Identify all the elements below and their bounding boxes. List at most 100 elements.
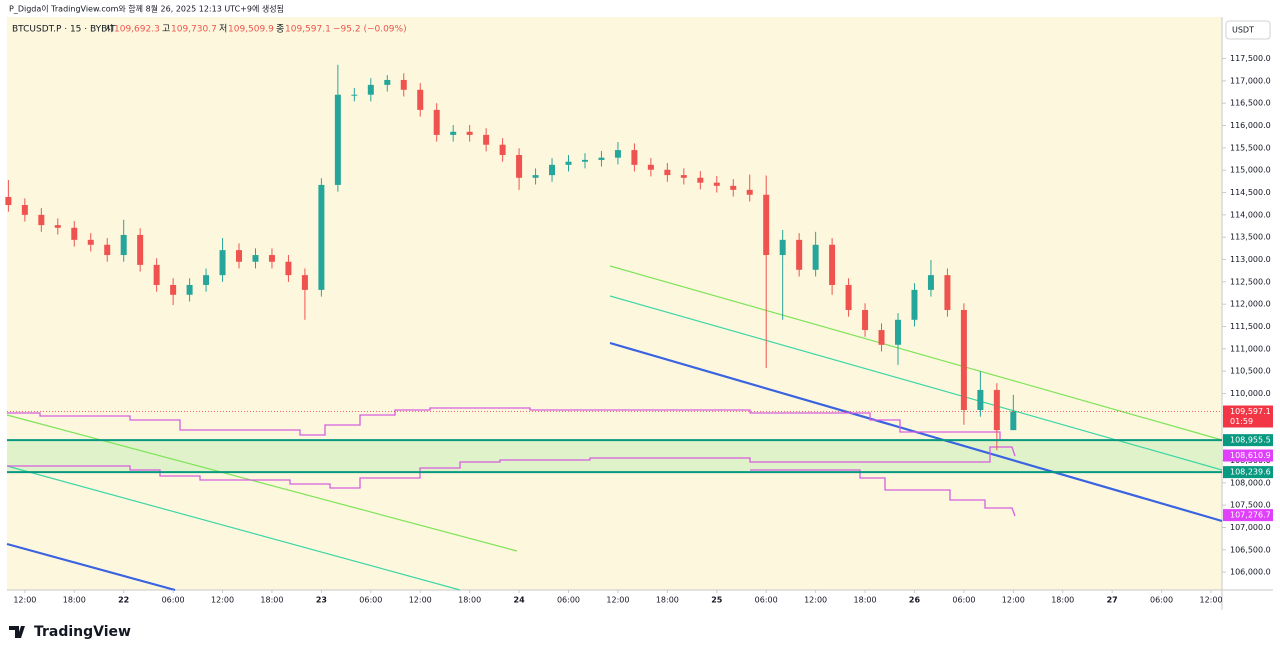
logo-text: TradingView xyxy=(34,624,131,640)
y-tick-label: 117,000.0 xyxy=(1230,76,1271,85)
x-tick-label: 06:00 xyxy=(557,596,580,605)
candle-body xyxy=(944,275,951,310)
candle-body xyxy=(483,134,490,145)
x-tick-label: 23 xyxy=(316,596,327,605)
currency: USDT xyxy=(1232,26,1254,35)
legend-label: 저 xyxy=(219,24,227,35)
candle-body xyxy=(779,239,786,256)
x-tick-label: 06:00 xyxy=(755,596,778,605)
plot-area xyxy=(7,17,1222,590)
candle-body xyxy=(565,161,572,165)
indicator-line xyxy=(750,469,1016,517)
candle-body xyxy=(829,244,836,285)
header-text: P_Digda이 TradingView.com와 함께 8월 26, 2025… xyxy=(9,4,284,14)
candle-body xyxy=(1010,411,1017,431)
candle-body xyxy=(581,159,588,162)
candle-body xyxy=(730,185,737,190)
candle-body xyxy=(746,189,753,195)
x-tick-label: 22 xyxy=(118,596,129,605)
candle-body xyxy=(318,184,325,290)
x-tick-label: 25 xyxy=(711,596,723,605)
y-tick-label: 107,000.0 xyxy=(1230,523,1271,532)
y-tick-label: 112,500.0 xyxy=(1230,277,1271,286)
price-tag-label: 108,239.6 xyxy=(1230,468,1271,477)
x-tick-label: 26 xyxy=(909,596,921,605)
candle-body xyxy=(38,214,45,226)
candle-body xyxy=(170,284,177,295)
x-tick-label: 12:00 xyxy=(606,596,629,605)
candle-body xyxy=(680,175,687,178)
y-tick-label: 114,000.0 xyxy=(1230,210,1271,219)
legend-value: 109,509.9 xyxy=(228,25,274,35)
y-tick-label: 115,000.0 xyxy=(1230,166,1271,175)
y-tick-label: 106,500.0 xyxy=(1230,545,1271,554)
x-tick-label: 12:00 xyxy=(409,596,432,605)
legend-label: 시 xyxy=(105,24,113,35)
candle-body xyxy=(21,205,28,215)
y-tick-label: 117,500.0 xyxy=(1230,54,1271,63)
x-tick-label: 06:00 xyxy=(1150,596,1173,605)
x-tick-label: 06:00 xyxy=(952,596,975,605)
candle-body xyxy=(862,309,869,331)
x-tick-label: 12:00 xyxy=(804,596,827,605)
candle-body xyxy=(450,131,457,135)
price-tag xyxy=(1223,466,1273,479)
legend-change: −95.2 (−0.09%) xyxy=(333,25,407,35)
candle-body xyxy=(433,109,440,135)
trend-line xyxy=(6,465,461,591)
legend-value: 109,692.3 xyxy=(114,25,160,35)
x-tick-label: 27 xyxy=(1107,596,1118,605)
zone xyxy=(7,440,1222,473)
x-tick-label: 06:00 xyxy=(162,596,185,605)
candle-body xyxy=(137,234,144,265)
last-price-tag xyxy=(1223,405,1273,428)
x-tick-label: 18:00 xyxy=(458,596,481,605)
y-tick-label: 112,000.0 xyxy=(1230,300,1271,309)
symbol: BTCUSDT.P · 15 · BYBIT xyxy=(12,25,116,35)
candle-body xyxy=(219,250,226,276)
price-tag xyxy=(1223,509,1273,522)
legend-value: 109,730.7 xyxy=(171,25,217,35)
y-tick-label: 116,500.0 xyxy=(1230,99,1271,108)
candle-body xyxy=(186,284,193,295)
candle-body xyxy=(878,330,885,345)
candle-body xyxy=(631,150,638,165)
trend-line xyxy=(6,414,518,552)
y-tick-label: 106,000.0 xyxy=(1230,568,1271,577)
candle-body xyxy=(895,319,901,345)
candle-body xyxy=(120,234,127,256)
last-price-label: 109,597.1 xyxy=(1230,407,1271,416)
y-tick-label: 111,000.0 xyxy=(1230,344,1271,353)
x-tick-label: 18:00 xyxy=(656,596,679,605)
candle-body xyxy=(796,239,803,270)
x-tick-label: 18:00 xyxy=(854,596,877,605)
candle-body xyxy=(647,164,654,170)
candle-body xyxy=(598,157,605,160)
x-tick-label: 12:00 xyxy=(13,596,36,605)
countdown: 01:59 xyxy=(1230,417,1253,426)
ohlc-legend: 시 109,692.3 고 109,730.7 저 109,509.9 종 109,597.1… xyxy=(105,24,407,35)
marks-layer xyxy=(5,64,1222,474)
candle-body xyxy=(301,275,308,290)
indicator-line xyxy=(7,407,1012,441)
candle-body xyxy=(812,244,819,270)
candle-body xyxy=(549,164,556,176)
drawings xyxy=(6,265,1223,592)
time-axis xyxy=(7,590,1222,610)
y-tick-label: 107,500.0 xyxy=(1230,501,1271,510)
candle-body xyxy=(499,144,506,156)
trend-line xyxy=(6,542,176,592)
x-tick-label: 12:00 xyxy=(1002,596,1025,605)
x-tick-label: 24 xyxy=(514,596,526,605)
candle-body xyxy=(993,389,1000,431)
price-tag-label: 108,610.9 xyxy=(1230,451,1271,460)
candle-body xyxy=(532,175,539,178)
legend-label: 종 xyxy=(276,24,284,35)
candle-body xyxy=(516,155,523,178)
candle-body xyxy=(367,84,374,95)
candle-body xyxy=(153,264,160,285)
candle-body xyxy=(268,255,275,262)
candle-body xyxy=(713,182,720,186)
